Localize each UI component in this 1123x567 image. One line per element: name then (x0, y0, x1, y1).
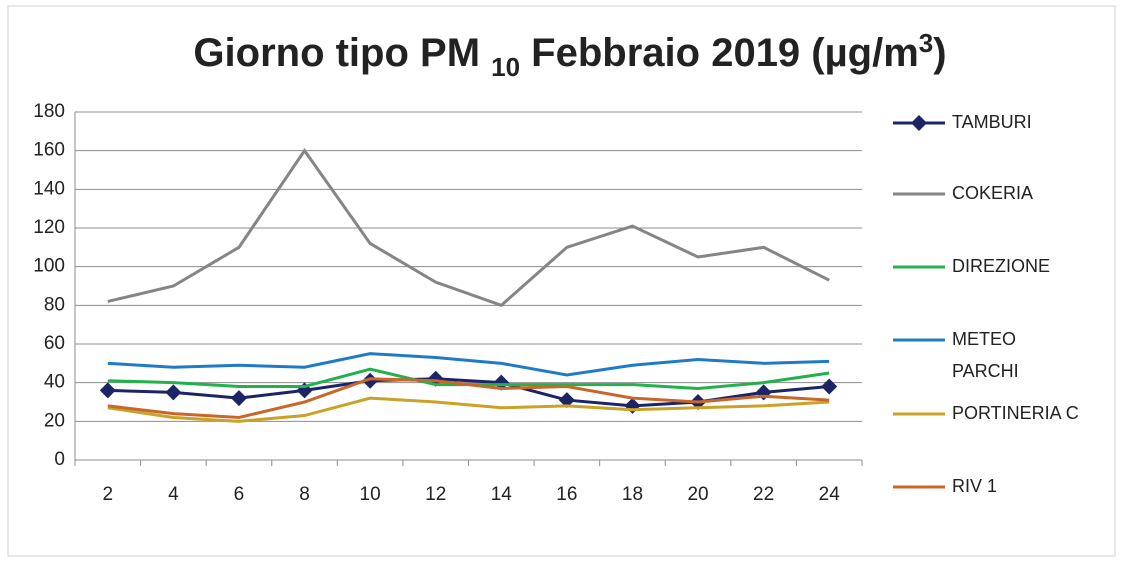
y-tick-label: 80 (44, 294, 65, 315)
y-tick-label: 20 (44, 410, 65, 431)
x-tick-label: 20 (687, 484, 708, 505)
x-tick-label: 10 (360, 484, 381, 505)
x-tick-label: 14 (491, 484, 513, 505)
series-line (107, 148, 830, 308)
series-line (107, 396, 830, 423)
x-tick-label: 8 (299, 484, 310, 505)
y-tick-label: 0 (54, 449, 65, 470)
legend-label: DIREZIONE (952, 256, 1050, 276)
title-part: Febbraio 2019 (µg/m (520, 31, 919, 75)
x-tick-label: 18 (622, 484, 643, 505)
x-tick-label: 2 (103, 484, 114, 505)
x-tick-label: 16 (556, 484, 577, 505)
legend-label: TAMBURI (952, 112, 1032, 132)
legend-label: RIV 1 (952, 476, 997, 496)
chart-title: Giorno tipo PM 10 Febbraio 2019 (µg/m3) (193, 28, 946, 82)
title-superscript: 3 (919, 28, 933, 58)
y-tick-label: 120 (33, 217, 65, 238)
data-point (230, 390, 247, 407)
title-subscript: 10 (491, 52, 520, 82)
data-point (165, 384, 182, 401)
y-tick-label: 160 (33, 140, 65, 161)
legend-label-line: METEO (952, 329, 1021, 349)
y-tick-label: 180 (33, 101, 65, 122)
legend-label: COKERIA (952, 183, 1033, 203)
series-line (107, 352, 830, 377)
x-tick-label: 4 (168, 484, 179, 505)
series-line (107, 377, 830, 419)
legend-label: METEO PARCHI (952, 329, 1021, 381)
y-tick-label: 60 (44, 333, 65, 354)
y-tick-label: 140 (33, 178, 65, 199)
title-part: Giorno tipo PM (193, 31, 491, 75)
x-tick-label: 6 (234, 484, 245, 505)
data-point (362, 372, 379, 389)
x-tick-label: 22 (753, 484, 774, 505)
data-point (821, 378, 838, 395)
data-point (99, 382, 116, 399)
x-tick-label: 12 (425, 484, 446, 505)
y-tick-label: 40 (44, 372, 65, 393)
legend-label-line: PARCHI (952, 361, 1019, 381)
x-tick-label: 24 (819, 484, 841, 505)
title-part: ) (933, 31, 946, 75)
data-point (624, 397, 641, 414)
legend-label: PORTINERIA C (952, 403, 1079, 423)
legend-marker (911, 115, 927, 131)
chart-frame (7, 5, 1116, 557)
y-tick-label: 100 (33, 256, 65, 277)
data-point (558, 392, 575, 409)
